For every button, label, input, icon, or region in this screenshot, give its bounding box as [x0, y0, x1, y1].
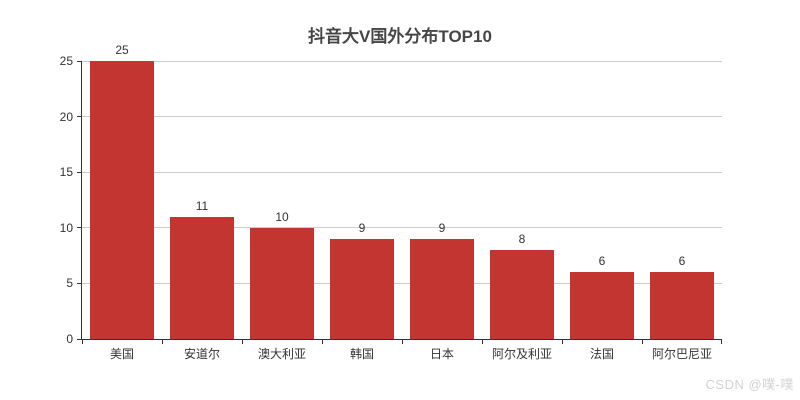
y-axis-tick-mark: [77, 60, 82, 62]
y-axis-tick-label: 15: [59, 165, 73, 180]
x-axis-category-label: 安道尔: [183, 347, 221, 361]
bar-value-label: 11: [195, 198, 209, 213]
y-axis-tick-label: 20: [59, 109, 73, 124]
x-axis-tick-mark: [322, 339, 323, 344]
x-axis-category-label: 韩国: [349, 347, 375, 361]
y-axis-tick-label: 0: [66, 332, 73, 346]
y-axis-tick-mark: [77, 116, 82, 118]
y-axis-tick-label: 10: [59, 220, 73, 235]
bar-法国: [570, 272, 634, 339]
x-axis-tick-mark: [642, 339, 643, 344]
bar-value-label: 6: [598, 254, 606, 269]
y-gridline: [82, 116, 722, 118]
x-axis-category-label: 美国: [109, 347, 135, 361]
x-axis-tick-mark: [82, 339, 83, 344]
y-gridline: [82, 227, 722, 229]
bar-澳大利亚: [250, 227, 314, 339]
y-axis-tick-mark: [77, 171, 82, 173]
x-axis-category-label: 阿尔及利亚: [491, 347, 553, 361]
y-axis-tick-mark: [77, 282, 82, 284]
bar-安道尔: [170, 216, 234, 339]
y-gridline: [82, 282, 722, 284]
bar-value-label: 9: [438, 220, 446, 235]
x-axis-tick-mark: [482, 339, 483, 344]
bar-value-label: 25: [115, 43, 129, 57]
y-gridline: [82, 60, 722, 62]
watermark: CSDN @噗-噗: [705, 377, 794, 392]
y-axis-tick-mark: [77, 227, 82, 229]
x-axis-category-label: 法国: [589, 347, 615, 361]
bar-美国: [90, 61, 154, 339]
x-axis-category-label: 阿尔巴尼亚: [651, 347, 713, 361]
bar-日本: [410, 238, 474, 339]
bar-阿尔及利亚: [490, 250, 554, 339]
y-axis-tick-mark: [77, 338, 82, 340]
chart-title: 抖音大V国外分布TOP10: [308, 27, 492, 46]
bar-value-label: 8: [518, 232, 526, 247]
bar-韩国: [330, 238, 394, 339]
x-axis-category-label: 澳大利亚: [257, 347, 307, 361]
bar-value-label: 10: [275, 209, 289, 224]
bar-value-label: 9: [358, 220, 366, 235]
x-axis-tick-mark: [402, 339, 403, 344]
x-axis-tick-mark: [721, 339, 722, 344]
x-axis-tick-mark: [562, 339, 563, 344]
y-gridline: [82, 171, 722, 173]
bar-阿尔巴尼亚: [650, 272, 714, 339]
y-axis-tick-label: 5: [66, 276, 73, 291]
y-axis-tick-label: 25: [59, 54, 73, 68]
x-axis-tick-mark: [162, 339, 163, 344]
x-axis-tick-mark: [242, 339, 243, 344]
x-axis-category-label: 日本: [429, 347, 455, 361]
plot-area: 0 5 10 15 20 25 25 美国 11 安道尔 10 澳大利亚 9 韩国 9 日本 8 阿尔及利亚 6 法国…: [60, 43, 722, 361]
bar-value-label: 6: [678, 254, 686, 269]
